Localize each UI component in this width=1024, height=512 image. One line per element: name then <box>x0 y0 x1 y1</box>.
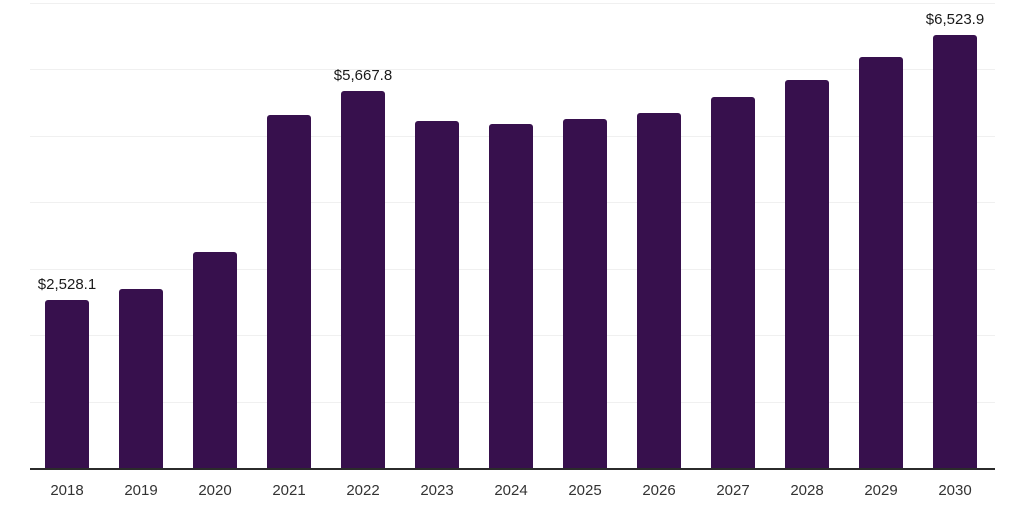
x-axis-line <box>30 468 995 470</box>
x-axis-label-2029: 2029 <box>864 482 898 499</box>
bar-2021[interactable] <box>267 115 311 468</box>
bar-value-label-2030: $6,523.9 <box>925 10 985 28</box>
bar-2020[interactable] <box>193 252 237 468</box>
bar-2027[interactable] <box>711 97 755 468</box>
bar-value-label-2018: $2,528.1 <box>37 276 97 294</box>
x-axis-label-2021: 2021 <box>272 482 306 499</box>
bar-2028[interactable] <box>785 80 829 468</box>
bar-value-label-2022: $5,667.8 <box>333 67 393 85</box>
x-axis-label-2022: 2022 <box>346 482 380 499</box>
x-axis-label-2023: 2023 <box>420 482 454 499</box>
x-axis-label-2026: 2026 <box>642 482 676 499</box>
x-axis-label-2025: 2025 <box>568 482 602 499</box>
x-axis-label-2020: 2020 <box>198 482 232 499</box>
bar-2018[interactable] <box>45 300 89 468</box>
gridline-7000 <box>30 3 995 4</box>
x-axis-label-2028: 2028 <box>790 482 824 499</box>
x-axis-label-2030: 2030 <box>938 482 972 499</box>
x-axis-label-2027: 2027 <box>716 482 750 499</box>
bar-2029[interactable] <box>859 57 903 468</box>
bar-2019[interactable] <box>119 289 163 468</box>
bar-2024[interactable] <box>489 123 533 468</box>
bar-2022[interactable] <box>341 91 385 468</box>
bar-2023[interactable] <box>415 120 459 468</box>
bar-2030[interactable] <box>933 34 977 468</box>
bar-2026[interactable] <box>637 112 681 468</box>
gridline-6000 <box>30 69 995 71</box>
x-axis-label-2019: 2019 <box>124 482 158 499</box>
bar-2025[interactable] <box>563 118 607 468</box>
plot-area: $2,528.1 $5,667.8 $6,523.9 <box>30 0 995 470</box>
x-axis-label-2024: 2024 <box>494 482 528 499</box>
x-axis-label-2018: 2018 <box>50 482 84 499</box>
